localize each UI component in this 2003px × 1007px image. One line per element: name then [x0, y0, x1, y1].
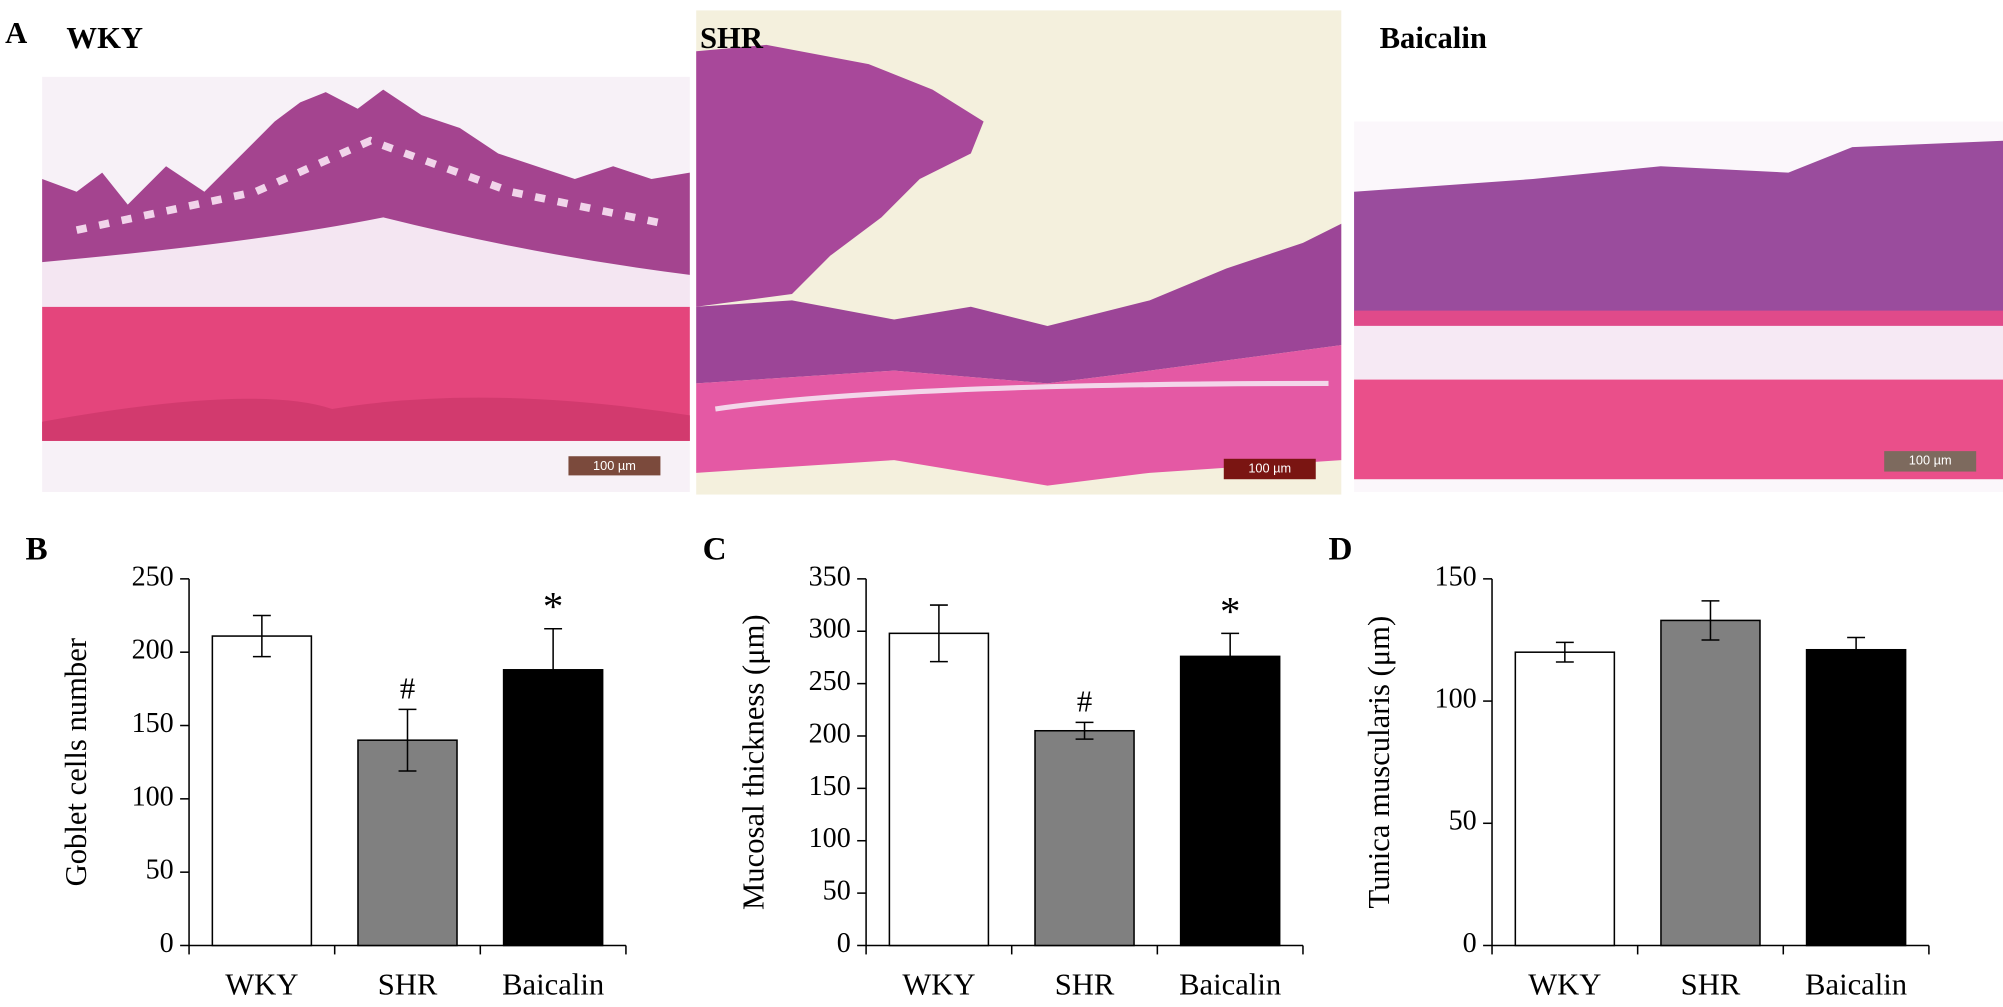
- error-bar: [398, 708, 417, 772]
- bar: [357, 739, 458, 947]
- y-tick-label: 50: [823, 876, 851, 907]
- y-tick-label: 100: [132, 781, 174, 812]
- error-bar: [544, 627, 563, 712]
- x-tick-label: SHR: [378, 968, 438, 1002]
- bar: [1514, 651, 1616, 947]
- bar: [211, 635, 313, 947]
- panel-label: B: [26, 531, 48, 568]
- histology-labels: A WKY SHR Baicalin: [5, 16, 1487, 55]
- scale-bar-label: 100 µm: [593, 458, 636, 473]
- y-tick-label: 150: [809, 771, 851, 802]
- y-tick-label: 200: [809, 718, 851, 749]
- x-tick-label: SHR: [1681, 968, 1741, 1002]
- y-tick-label: 150: [1435, 561, 1477, 592]
- significance-marker: *: [1220, 589, 1240, 634]
- bar: [1034, 729, 1135, 947]
- x-tick-label: Baicalin: [502, 968, 604, 1002]
- error-bar: [929, 604, 948, 663]
- error-bar: [1221, 632, 1240, 681]
- y-tick-label: 350: [809, 561, 851, 592]
- error-bar: [1555, 641, 1574, 663]
- bar: [1660, 619, 1761, 947]
- image-title: WKY: [66, 21, 143, 55]
- x-tick-label: Baicalin: [1179, 968, 1281, 1002]
- histology-shr: [696, 10, 1342, 495]
- panel-label: D: [1329, 531, 1353, 568]
- image-title: SHR: [700, 21, 764, 55]
- y-axis-label: Goblet cells number: [59, 638, 93, 886]
- y-tick-label: 250: [809, 666, 851, 697]
- x-tick-label: Baicalin: [1805, 968, 1907, 1002]
- y-tick-label: 150: [132, 708, 174, 739]
- significance-marker: #: [1077, 685, 1092, 719]
- panel-label: A: [5, 16, 27, 50]
- x-tick-label: WKY: [225, 968, 298, 1002]
- bar: [1179, 655, 1281, 947]
- scale-bar-label: 100 µm: [1909, 453, 1952, 468]
- y-tick-label: 50: [146, 855, 174, 886]
- y-tick-label: 0: [837, 928, 851, 959]
- bar: [888, 632, 990, 947]
- y-tick-label: 200: [132, 635, 174, 666]
- bar: [1805, 648, 1907, 947]
- y-tick-label: 250: [132, 561, 174, 592]
- x-tick-label: WKY: [1528, 968, 1601, 1002]
- y-axis-label: Tunica muscularis (μm): [1362, 616, 1396, 909]
- y-tick-label: 50: [1449, 806, 1477, 837]
- error-bar: [1075, 721, 1094, 740]
- y-tick-label: 100: [809, 823, 851, 854]
- scale-bar-label: 100 µm: [1248, 460, 1291, 475]
- histology-wky: [42, 76, 690, 493]
- significance-marker: *: [543, 584, 563, 629]
- bar: [502, 669, 604, 947]
- image-title: Baicalin: [1380, 21, 1487, 55]
- panel-label: C: [703, 531, 727, 568]
- y-tick-label: 0: [160, 928, 174, 959]
- y-tick-label: 0: [1463, 928, 1477, 959]
- x-tick-label: SHR: [1055, 968, 1115, 1002]
- error-bar: [1701, 600, 1720, 641]
- significance-marker: #: [400, 672, 415, 706]
- y-tick-label: 300: [809, 614, 851, 645]
- error-bar: [1847, 636, 1866, 663]
- histology-baicalin: [1354, 121, 2003, 493]
- y-tick-label: 100: [1435, 684, 1477, 715]
- error-bar: [252, 614, 271, 658]
- x-tick-label: WKY: [902, 968, 975, 1002]
- y-axis-label: Mucosal thickness (μm): [736, 614, 770, 910]
